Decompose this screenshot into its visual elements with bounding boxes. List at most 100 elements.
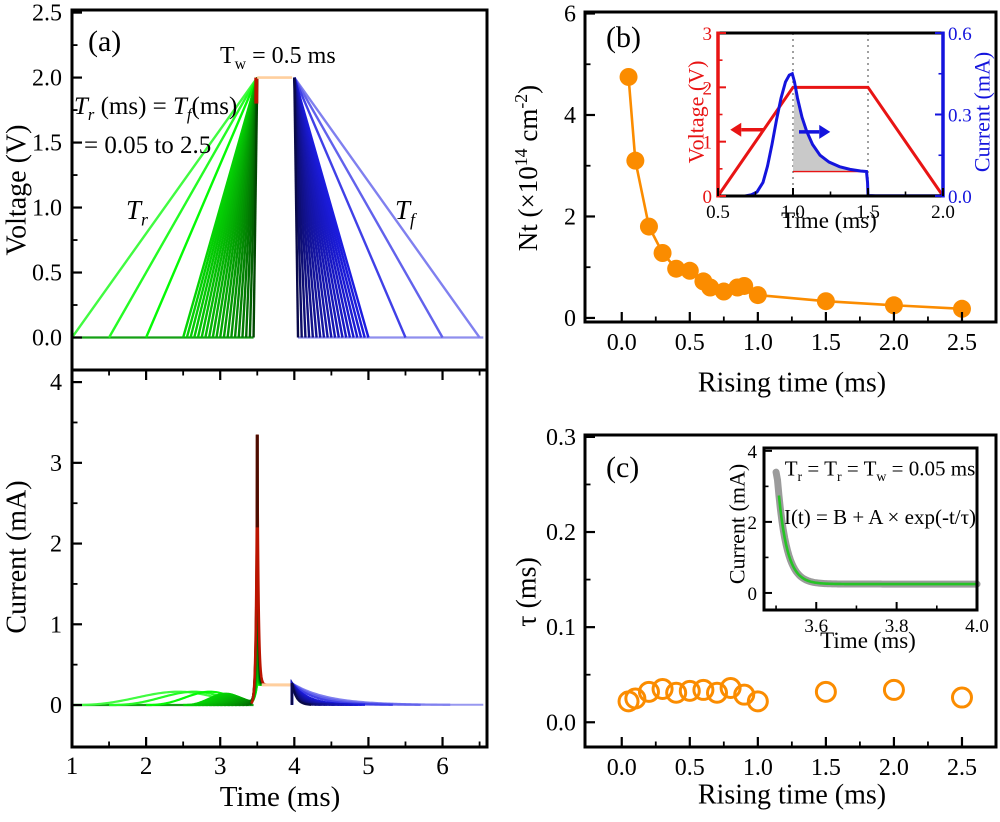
panel-b-chart: 0 2 4 6 0.0 0.5 1.0 1.5 2.0 2.5 0 1 2 3 0.0 0.3 0.6 0.5 1.…: [564, 2, 998, 356]
b-xtick-label: 0.5: [675, 330, 705, 356]
panel-c-inset-condition-annotation: Tr = Tr = Tw = 0.05 ms: [784, 456, 976, 484]
panel-a-rise-fall-annotation: Tr (ms) = Tf(ms): [74, 93, 238, 124]
a-xtick-label: 1: [66, 753, 79, 780]
a-xtick-label: 2: [140, 753, 153, 780]
panel-a-current-axis-title: Current (mA): [1, 480, 33, 634]
b-ytick-label: 4: [564, 103, 576, 129]
c-data-point: [678, 679, 701, 702]
a-current-ytick-label: 4: [50, 370, 62, 396]
b-inset-shaded-area: [793, 81, 861, 172]
c-xtick-label: 1.0: [743, 755, 773, 781]
b-data-point: [748, 286, 767, 305]
panel-b-x-axis-title: Rising time (ms): [697, 367, 887, 399]
falling-ramp-line: [293, 77, 407, 338]
b-inset-voltage-tick-label: 3: [703, 24, 713, 45]
c-data-point: [882, 678, 905, 701]
a-xtick-label: 4: [288, 753, 301, 780]
panel-b-y-axis-title: Nt (×1014 cm-2): [510, 84, 543, 252]
a-current-ytick-label: 0: [50, 693, 62, 719]
c-inset-frame: [762, 446, 979, 612]
panel-a-tf-label: Tf: [395, 195, 415, 230]
b-data-point: [680, 261, 699, 280]
b-xtick-label: 2.5: [947, 330, 977, 356]
c-xtick-label: 2.5: [947, 755, 977, 781]
c-data-point: [814, 680, 837, 703]
b-ytick-label: 2: [564, 204, 576, 230]
c-ytick-label: 0.3: [546, 425, 576, 451]
current-fall-curve: [290, 681, 421, 706]
b-data-points: [619, 67, 971, 318]
current-fall-curve: [290, 680, 393, 706]
c-data-point: [733, 683, 756, 706]
c-xtick-label: 0.5: [675, 755, 705, 781]
c-inset-ytick-label: 4: [748, 442, 758, 463]
b-xtick-label: 2.0: [879, 330, 909, 356]
b-data-point: [653, 243, 672, 262]
a-current-ytick-label: 1: [50, 612, 62, 638]
panel-a-voltage-axis-title: Voltage (V): [1, 124, 33, 256]
b-data-point: [667, 259, 686, 278]
b-data-point: [735, 276, 754, 295]
panel-c-y-axis-title: τ (ms): [511, 557, 543, 627]
c-ytick-label: 0.2: [546, 520, 576, 546]
b-data-point: [701, 278, 720, 297]
b-data-point: [619, 67, 638, 86]
c-data-point: [706, 681, 729, 704]
current-rise-series: [72, 434, 263, 707]
c-ytick-label: 0.0: [546, 710, 576, 736]
rising-ramp-line: [108, 76, 259, 339]
panel-a-range-annotation: = 0.05 to 2.5: [84, 132, 212, 159]
panel-a-chart: 0.0 0.5 1.0 1.5 2.0 2.5 0 1 2 3 4 1 2 3 4 5 6: [32, 1, 489, 780]
b-xtick-label: 1.5: [811, 330, 841, 356]
falling-ramp-line: [293, 76, 481, 339]
c-ytick-label: 0.1: [546, 615, 576, 641]
panel-b-inset-time-axis-title: Time (ms): [781, 207, 877, 233]
b-inset-voltage-line: [716, 85, 945, 197]
arrow-head-icon: [819, 124, 831, 139]
panel-a-tr-label: Tr: [126, 195, 148, 230]
b-data-point: [816, 292, 835, 311]
panel-a-pulse-width-annotation: Tw = 0.5 ms: [220, 43, 336, 73]
c-xtick-label: 0.0: [607, 755, 637, 781]
b-inset-current-line: [718, 71, 943, 198]
b-xtick-label: 1.0: [743, 330, 773, 356]
b-inset-current-tick-label: 0.0: [948, 187, 972, 208]
panel-a-time-axis-title: Time (ms): [219, 780, 341, 813]
panel-c-chart: 0.0 0.1 0.2 0.3 0.0 0.5 1.0 1.5 2.0 2.5 0 2 4 3.6 3.8 4…: [546, 425, 998, 781]
b-ytick-label: 6: [564, 2, 576, 28]
b-inset-voltage-tick-label: 0: [703, 187, 713, 208]
rising-ramp-line: [71, 76, 259, 339]
panel-a-tag: (a): [88, 25, 122, 58]
b-inset-xtick-label: 2.0: [931, 202, 955, 223]
falling-ramp-line: [293, 77, 300, 338]
b-data-point: [626, 151, 645, 170]
panel-b-tag: (b): [606, 21, 641, 54]
b-xtick-label: 0.0: [607, 330, 637, 356]
panel-c-tag: (c): [606, 451, 640, 484]
panel-c-frame: [583, 433, 998, 749]
b-ytick-label: 0: [564, 306, 576, 332]
c-data-point: [950, 686, 973, 709]
c-inset-xtick-label: 3.6: [804, 616, 828, 637]
c-inset-xtick-label: 3.8: [885, 616, 909, 637]
b-data-point: [952, 299, 971, 318]
rising-ramp-line: [252, 77, 259, 338]
a-current-ytick-label: 3: [50, 451, 62, 477]
a-xtick-label: 5: [362, 753, 375, 780]
a-xtick-label: 3: [214, 753, 227, 780]
c-data-point: [746, 690, 769, 713]
c-inset-fit-curve: [777, 495, 977, 586]
c-inset-xtick-label: 4.0: [965, 616, 989, 637]
b-inset-xtick-label: 1.5: [856, 202, 880, 223]
b-inset-xtick-label: 0.5: [706, 202, 730, 223]
a-current-ytick-label: 2: [50, 532, 62, 558]
a-voltage-ytick-label: 1.0: [32, 196, 62, 222]
b-data-point: [884, 296, 903, 315]
a-xtick-label: 6: [436, 753, 449, 780]
panel-c-inset-current-axis-title: Current (mA): [724, 463, 750, 585]
b-inset-voltage-tick-label: 1: [703, 133, 713, 154]
rising-ramp-line: [145, 77, 259, 338]
c-data-point: [637, 680, 660, 703]
c-data-point: [624, 687, 647, 710]
